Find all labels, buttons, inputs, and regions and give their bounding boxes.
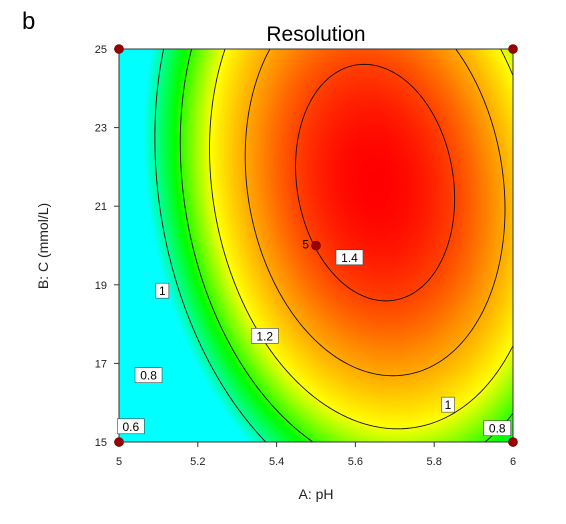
contour-label-text: 0.6 (122, 420, 139, 434)
design-point (508, 437, 518, 447)
contour-label-text: 0.8 (489, 422, 506, 436)
contour-label-text: 1.2 (256, 329, 273, 343)
y-tick-label: 25 (95, 44, 107, 56)
contour-label-box (335, 249, 364, 266)
contour-lines (154, 49, 513, 442)
x-tick-label: 5.6 (348, 456, 363, 468)
y-tick-label: 21 (95, 201, 107, 213)
contour-label: 1.2 (250, 328, 279, 344)
contour-label-box (117, 418, 145, 435)
contour-label: 0.6 (117, 418, 145, 435)
y-tick-label: 23 (95, 123, 107, 135)
contour-label-text: 1 (159, 284, 166, 298)
x-axis: 5 5.2 5.4 5.6 5.8 6 (116, 442, 516, 468)
contour-label-box (134, 367, 163, 383)
contour-label: 1.4 (335, 249, 364, 266)
design-point-label: 5 (302, 238, 309, 252)
x-tick-label: 5.4 (269, 456, 284, 468)
contour-label: 0.8 (134, 367, 163, 383)
contour-line-1-2 (244, 49, 506, 377)
contour-label-text: 1 (445, 398, 452, 412)
design-point (114, 437, 124, 447)
x-tick-label: 5.2 (190, 456, 205, 468)
contour-label-box (441, 396, 455, 413)
design-point (508, 44, 518, 54)
x-axis-label: A: pH (298, 486, 333, 502)
contour-line-0-6 (154, 49, 267, 442)
plot-frame (118, 48, 514, 443)
x-tick-label: 5.8 (427, 456, 442, 468)
x-tick-label: 5 (116, 456, 122, 468)
chart-title: Resolution (266, 23, 365, 46)
y-tick-label: 19 (95, 280, 107, 292)
contour-label-box (155, 282, 170, 299)
contour-label: 0.8 (483, 420, 512, 437)
panel-label: b (22, 8, 35, 35)
y-axis: 15 17 19 21 23 25 (95, 44, 119, 449)
contour-label: 1 (441, 396, 455, 413)
contour-labels: 0.6 0.8 0.8 1 1 1.2 1.4 (117, 249, 512, 437)
contour-label-text: 0.8 (140, 369, 157, 383)
design-points: 5 (114, 44, 518, 447)
design-point (114, 44, 124, 54)
x-tick-label: 6 (510, 456, 516, 468)
design-point (311, 240, 321, 251)
contour-line-1-4 (295, 63, 456, 302)
contour-label-box (483, 420, 512, 437)
contour-label-text: 1.4 (341, 251, 358, 265)
y-axis-label: B: C (mmol/L) (35, 203, 51, 289)
contour-label: 1 (155, 282, 170, 299)
y-tick-label: 15 (95, 437, 107, 449)
contour-line-1 (209, 49, 513, 430)
y-tick-label: 17 (95, 358, 107, 370)
contour-label-box (250, 328, 279, 344)
